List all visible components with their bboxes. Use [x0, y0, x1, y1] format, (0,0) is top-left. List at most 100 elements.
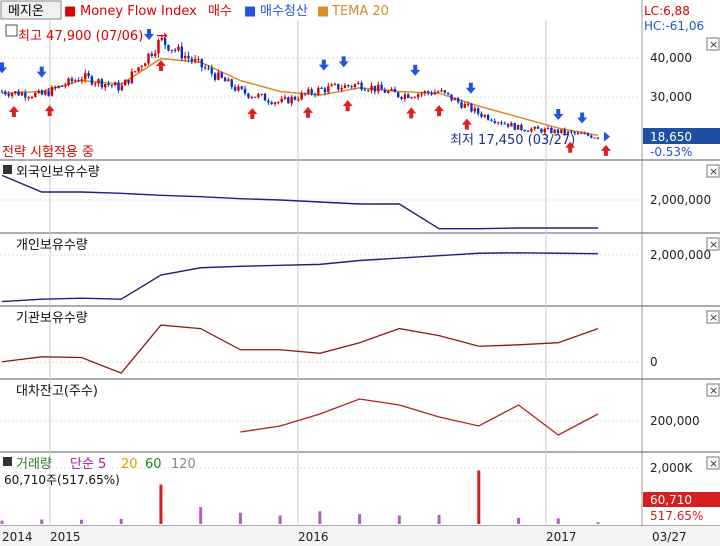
- candle-body: [570, 131, 573, 133]
- individual-line: [1, 252, 599, 303]
- candle-body: [207, 68, 210, 70]
- buy-arrow-icon: [600, 144, 611, 156]
- candle-body: [24, 92, 27, 98]
- candle-body: [34, 93, 37, 97]
- individual-close-button[interactable]: [706, 237, 720, 251]
- candle-body: [137, 67, 140, 72]
- close-icon: ×: [709, 457, 718, 470]
- volume-bar: [437, 514, 441, 524]
- candle-body: [153, 53, 157, 56]
- grid-icon[interactable]: [5, 24, 18, 37]
- candle-body: [203, 67, 207, 69]
- candle-body: [90, 76, 94, 85]
- buy-arrow-icon: [44, 105, 55, 117]
- volume-close-button[interactable]: [706, 456, 720, 470]
- loan-panel: 대차잔고(주수) 200,000 ×: [16, 383, 720, 436]
- volume-title: 거래량: [16, 457, 52, 472]
- candle-body: [470, 103, 473, 112]
- volume-bar: [199, 507, 203, 524]
- candle-body: [193, 59, 197, 62]
- institution-close-button[interactable]: [706, 310, 720, 324]
- candle-body: [123, 79, 127, 86]
- change-pct: -0.53%: [650, 145, 692, 159]
- close-icon: ×: [709, 165, 718, 178]
- candle-body: [383, 89, 387, 93]
- candle-body: [536, 126, 540, 129]
- candle-body: [373, 85, 377, 92]
- close-icon: ×: [709, 238, 718, 251]
- candle-body: [506, 123, 510, 127]
- candle-body: [443, 90, 447, 93]
- candle-body: [237, 86, 240, 91]
- close-button[interactable]: [706, 37, 720, 51]
- candle-body: [397, 92, 400, 98]
- sell-arrow-icon: [338, 56, 349, 68]
- ma60-label: 60: [145, 457, 162, 472]
- volume-bar: [596, 522, 600, 524]
- price-tick-0: 40,000: [650, 51, 692, 65]
- candle-body: [473, 108, 477, 112]
- candle-body: [197, 58, 200, 60]
- candle-body: [433, 92, 437, 95]
- loan-line: [240, 398, 599, 436]
- candle-body: [460, 102, 463, 108]
- ma20-label: 20: [121, 457, 138, 472]
- individual-title: 개인보유수량: [16, 238, 88, 253]
- candle-body: [323, 88, 327, 93]
- buy-arrow-icon: [8, 106, 19, 118]
- loan-close-button[interactable]: [706, 383, 720, 397]
- candle-body: [277, 102, 280, 104]
- foreign-panel: 외국인보유수량 2,000,000 ×: [1, 164, 720, 230]
- candle-body: [17, 91, 20, 96]
- volume-tick: 2,000K: [650, 461, 693, 475]
- institution-line: [1, 324, 599, 374]
- volume-bar: [556, 518, 560, 524]
- volume-bar: [318, 511, 322, 524]
- candle-body: [200, 58, 203, 68]
- price-panel: 최고 47,900 (07/06) → 최저 17,450 (03/27) 전략…: [0, 24, 720, 160]
- close-icon: ×: [709, 384, 718, 397]
- candle-body: [360, 82, 363, 90]
- candle-body: [417, 94, 420, 98]
- horizontal-gridlines: [0, 57, 642, 469]
- candle-body: [596, 137, 600, 139]
- volume-bar: [40, 519, 44, 524]
- candle-body: [70, 78, 74, 82]
- buysell-label: 매수청산: [260, 4, 308, 19]
- candle-body: [513, 123, 516, 130]
- candle-body: [583, 133, 586, 135]
- candle-body: [117, 82, 120, 91]
- foreign-close-button[interactable]: [706, 164, 720, 178]
- candle-body: [84, 73, 87, 80]
- candle-body: [403, 94, 407, 99]
- current-price-badge: [643, 128, 720, 144]
- volume-bar: [119, 518, 123, 524]
- candle-body: [483, 114, 486, 117]
- candle-body: [120, 85, 124, 91]
- candle-body: [290, 96, 293, 104]
- candle-body: [217, 72, 220, 80]
- candle-body: [253, 96, 257, 98]
- candle-body: [27, 97, 30, 99]
- candle-body: [343, 85, 347, 89]
- buy-arrow-icon: [434, 105, 445, 117]
- candle-body: [553, 129, 556, 133]
- volume-bar: [397, 515, 401, 524]
- candle-body: [97, 79, 100, 84]
- foreign-line: [1, 174, 598, 230]
- x-label-2014: 2014: [2, 530, 33, 544]
- loan-title: 대차잔고(주수): [16, 384, 98, 399]
- candle-body: [54, 86, 57, 88]
- candle-body: [337, 83, 340, 90]
- candle-body: [463, 104, 467, 108]
- candle-body: [60, 85, 64, 87]
- candle-body: [563, 129, 566, 134]
- candle-body: [320, 87, 323, 89]
- candle-body: [516, 124, 520, 130]
- stock-tab[interactable]: [0, 0, 62, 20]
- sell-arrow-icon: [0, 62, 7, 74]
- candle-body: [556, 129, 560, 134]
- candle-body: [50, 86, 54, 96]
- candle-body: [263, 93, 267, 101]
